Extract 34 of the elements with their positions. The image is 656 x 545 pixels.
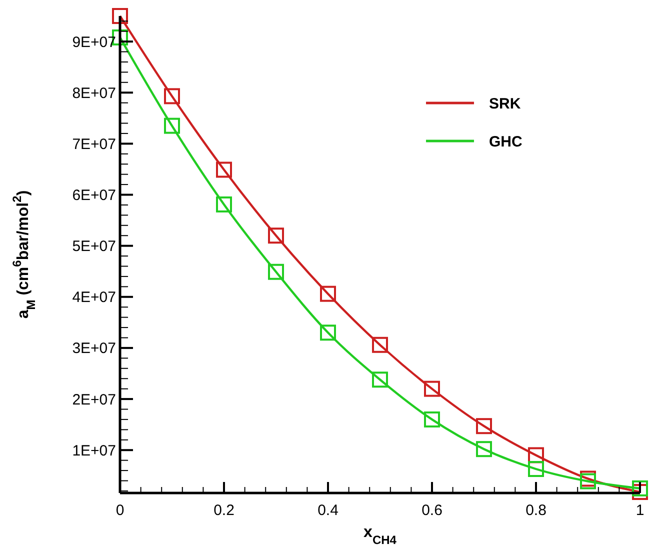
y-tick-label: 7E+07 bbox=[72, 136, 116, 153]
x-tick-label: 0.2 bbox=[214, 502, 234, 519]
point bbox=[164, 118, 180, 134]
y-tick-label: 4E+07 bbox=[72, 289, 116, 306]
y-tick-label: 9E+07 bbox=[72, 34, 116, 51]
x-tick-label: 0.8 bbox=[526, 502, 546, 519]
point bbox=[268, 228, 284, 244]
point bbox=[528, 460, 544, 477]
y-tick-label: 5E+07 bbox=[72, 238, 116, 256]
point bbox=[476, 418, 492, 434]
x-tick-label: 0 bbox=[116, 502, 124, 519]
x-tick-label: 0.6 bbox=[422, 502, 442, 519]
point bbox=[216, 196, 232, 212]
x-axis-title: x$_{CH4}$ bbox=[364, 524, 397, 545]
y-tick-label: 8E+07 bbox=[72, 84, 116, 102]
point bbox=[268, 264, 284, 280]
legend-label: SRK bbox=[489, 95, 521, 112]
point bbox=[164, 88, 180, 104]
point bbox=[372, 372, 388, 388]
point bbox=[216, 162, 232, 178]
point bbox=[320, 286, 336, 302]
y-tick-label: 2E+07 bbox=[72, 391, 116, 408]
y-tick-label: 3E+07 bbox=[72, 340, 116, 358]
x-tick-label: 1 bbox=[636, 502, 644, 519]
point bbox=[112, 8, 128, 24]
point bbox=[424, 411, 440, 428]
y-tick-label: 6E+07 bbox=[72, 186, 116, 204]
point bbox=[320, 324, 336, 341]
legend-label: GHC bbox=[489, 133, 522, 150]
point bbox=[476, 441, 492, 458]
point bbox=[424, 380, 440, 397]
y-tick-label: 1E+07 bbox=[72, 442, 116, 460]
point bbox=[372, 336, 388, 353]
x-tick-label: 0.4 bbox=[318, 502, 338, 519]
